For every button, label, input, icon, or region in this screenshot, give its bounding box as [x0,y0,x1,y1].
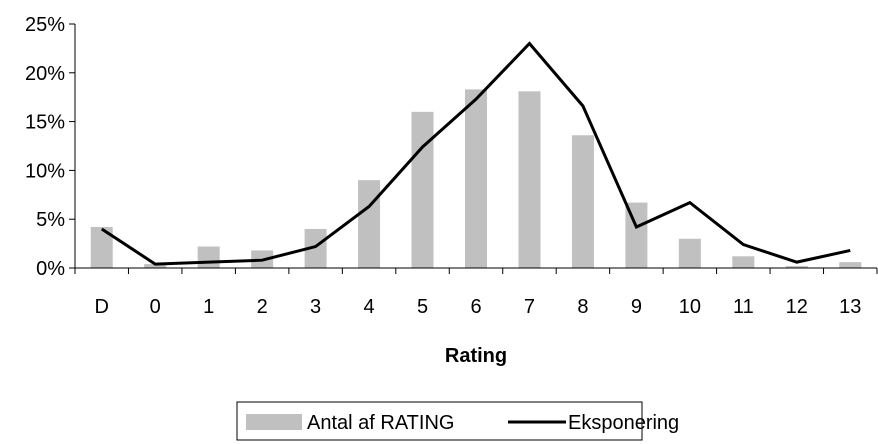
x-tick-label: 8 [577,296,588,318]
x-tick-label: 13 [839,296,861,318]
bar-series [90,89,862,269]
bar [144,264,167,268]
y-tick-label: 15% [25,112,65,134]
bar [678,238,701,268]
x-tick-label: 10 [679,296,701,318]
y-tick-label: 20% [25,63,65,85]
x-tick-label: 5 [417,296,428,318]
bar [358,180,381,268]
x-tick-label: 9 [631,296,642,318]
x-tick-label: 6 [470,296,481,318]
x-axis-title: Rating [445,345,507,367]
bar [732,256,755,268]
x-tick-label: D [95,296,109,318]
bar [518,91,541,269]
bar [197,246,220,268]
bar [90,227,113,268]
line-series-eksponering [100,41,851,266]
bar [304,228,327,268]
x-tick-label: 7 [524,296,535,318]
x-tick-label: 12 [786,296,808,318]
bar [625,202,648,268]
bar [785,266,808,268]
legend-swatch-bar [246,414,302,430]
legend-label-bar: Antal af RATING [307,412,454,434]
legend-box [236,401,643,441]
x-tick-label: 0 [150,296,161,318]
x-tick-label: 4 [364,296,375,318]
legend: Antal af RATING Eksponering [236,401,679,441]
bar [571,135,594,268]
x-axis-ticks: D 0 1 2 3 4 5 6 7 8 9 10 11 12 13 [74,268,878,318]
y-tick-label: 5% [36,209,65,231]
axes [74,24,877,269]
x-tick-label: 11 [733,296,754,318]
y-axis-ticks: 0% 5% 10% 15% 20% 25% [25,14,75,280]
bar [411,111,434,268]
x-tick-label: 3 [310,296,321,318]
bar [839,262,862,268]
y-tick-label: 25% [25,14,65,36]
y-tick-label: 10% [25,160,65,182]
x-tick-label: 2 [257,296,268,318]
legend-label-line: Eksponering [568,412,679,434]
x-tick-label: 1 [203,296,214,318]
bar [465,89,487,268]
y-tick-label: 0% [36,258,65,280]
